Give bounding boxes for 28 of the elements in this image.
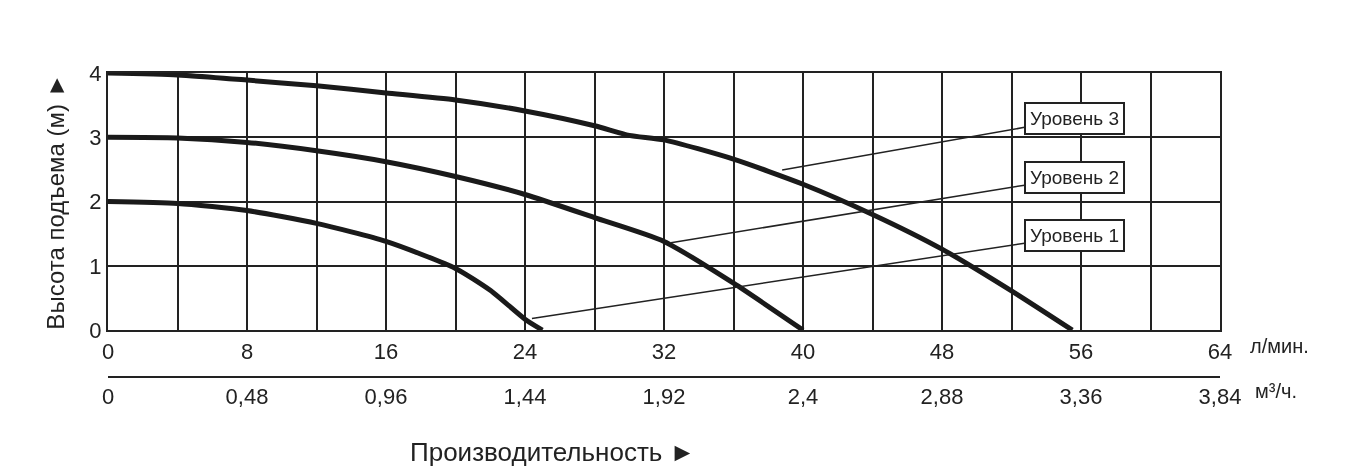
- x2-axis-title: м³/ч.: [1255, 380, 1297, 402]
- x2-tick-label: 1,44: [503, 384, 547, 410]
- x2-tick-label: 2,88: [920, 384, 964, 410]
- y-tick-label: 3: [89, 124, 102, 150]
- x-tick-label: 40: [790, 338, 816, 364]
- x-tick-label: 16: [373, 338, 399, 364]
- annotation: Уровень 3: [1030, 108, 1120, 129]
- x-tick-label: 24: [512, 338, 538, 364]
- x-axis-title: л/мин.: [1250, 335, 1309, 357]
- y-tick-label: 0: [89, 317, 102, 343]
- x2-tick-label: 0,48: [225, 384, 269, 410]
- y-tick-label: 4: [89, 60, 102, 86]
- annotation: Уровень 1: [1030, 225, 1120, 246]
- x-tick-label: 56: [1068, 338, 1094, 364]
- x-tick-label: 8: [240, 338, 254, 364]
- x2-tick-label: 2,4: [787, 384, 819, 410]
- x-tick-label: 32: [651, 338, 677, 364]
- x-tick-label: 64: [1207, 338, 1233, 364]
- y-tick-label: 2: [89, 189, 102, 215]
- x2-tick-label: 1,92: [642, 384, 686, 410]
- x-tick-label: 48: [929, 338, 955, 364]
- x2-tick-label: 0,96: [364, 384, 408, 410]
- annotation: Уровень 2: [1030, 167, 1120, 188]
- x2-tick-label: 3,36: [1059, 384, 1103, 410]
- x2-tick-label: 3,84: [1198, 384, 1242, 410]
- text: Производительность ►: [410, 437, 696, 467]
- y-axis-title: Высота подъема (м) ►: [41, 73, 69, 330]
- y-tick-label: 1: [89, 253, 102, 279]
